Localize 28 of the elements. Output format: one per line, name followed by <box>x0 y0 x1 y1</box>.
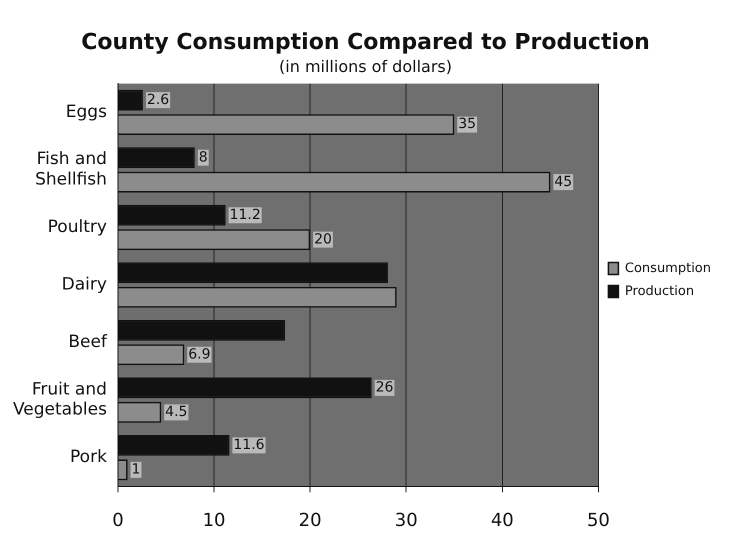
data-label: 11.2 <box>230 206 261 223</box>
data-label: 26 <box>376 380 394 396</box>
data-label: 45 <box>554 174 572 190</box>
y-tick-label: Eggs <box>66 102 108 122</box>
data-label: 8 <box>198 149 208 166</box>
data-label: 35 <box>458 116 476 132</box>
x-tick-label: 0 <box>112 510 124 531</box>
x-tick-label: 20 <box>298 510 322 531</box>
x-tick-label: 10 <box>202 510 226 531</box>
x-tick-label: 30 <box>394 510 418 531</box>
y-tick-label: Fish and Shellfish <box>35 149 107 190</box>
data-label: 1 <box>132 461 140 478</box>
y-tick-label: Fruit and Vegetables <box>12 379 108 420</box>
legend-label: Production <box>624 284 694 299</box>
x-tick-label: 40 <box>490 510 514 531</box>
chart-title: County Consumption Compared to Production <box>81 30 650 55</box>
y-tick-label: Pork <box>70 447 108 468</box>
data-label: 11.6 <box>233 437 265 454</box>
chart-subtitle: (in millions of dollars) <box>279 57 452 76</box>
data-label: 2.6 <box>146 92 170 108</box>
y-tick-label: Dairy <box>62 274 107 294</box>
data-label: 6.9 <box>188 346 210 362</box>
y-tick-label: Beef <box>68 332 108 352</box>
x-tick-label: 50 <box>586 510 610 531</box>
data-label: 20 <box>314 231 332 248</box>
legend-label: Consumption <box>624 260 712 276</box>
data-label: 4.5 <box>165 404 188 420</box>
y-tick-label: Poultry <box>48 216 107 237</box>
